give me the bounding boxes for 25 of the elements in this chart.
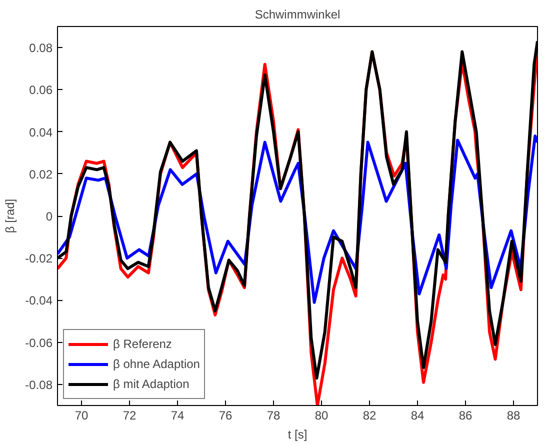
x-tick-label: 84 — [410, 408, 424, 422]
y-tick-label: 0.08 — [29, 41, 53, 56]
x-axis-title: t [s] — [288, 428, 308, 442]
x-tick-label: 72 — [122, 408, 136, 422]
x-tick-label: 80 — [314, 408, 328, 422]
legend-label: β ohne Adaption — [113, 357, 200, 371]
y-tick-label: -0.08 — [25, 378, 53, 392]
y-tick-label: -0.06 — [25, 336, 53, 350]
y-tick-label: -0.02 — [25, 252, 53, 266]
chart-title: Schwimmwinkel — [254, 8, 340, 22]
y-tick-label: 0 — [46, 210, 53, 224]
x-tick-label: 74 — [170, 408, 184, 422]
y-tick-label: 0.04 — [29, 125, 53, 140]
y-tick-label: -0.04 — [25, 294, 53, 308]
y-tick-label: 0.02 — [29, 167, 53, 182]
x-tick-label: 88 — [506, 408, 520, 422]
y-axis-title: β [rad] — [3, 198, 18, 234]
x-tick-label: 82 — [362, 408, 376, 422]
x-tick-label: 76 — [218, 408, 232, 422]
legend-label: β Referenz — [113, 337, 172, 351]
x-tick-label: 86 — [458, 408, 472, 422]
legend-label: β mit Adaption — [113, 377, 190, 391]
x-tick-label: 70 — [74, 408, 88, 422]
y-tick-label: 0.06 — [29, 83, 53, 98]
x-tick-label: 78 — [266, 408, 280, 422]
